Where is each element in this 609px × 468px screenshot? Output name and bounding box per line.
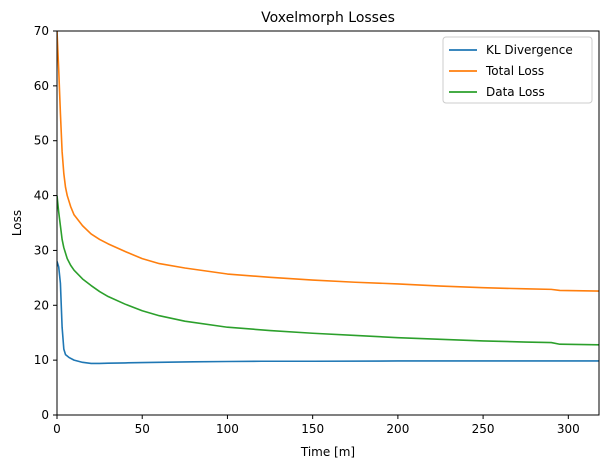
legend-label: KL Divergence — [486, 43, 573, 57]
plot-border — [56, 30, 600, 416]
legend-label: Data Loss — [486, 85, 545, 99]
series-line-data-loss — [57, 195, 599, 346]
legend: KL Divergence Total Loss Data Loss — [442, 36, 593, 104]
y-tick-label: 70 — [34, 24, 49, 38]
y-axis-ticks: 0 10 20 30 40 50 60 70 — [34, 24, 57, 422]
y-tick-label: 10 — [34, 353, 49, 367]
y-tick-label: 0 — [41, 408, 49, 422]
x-tick-label: 250 — [472, 422, 495, 436]
y-tick-label: 30 — [34, 243, 49, 257]
series-line-total-loss — [57, 31, 599, 292]
series-line-kl-divergence — [57, 261, 599, 365]
x-tick-label: 150 — [301, 422, 324, 436]
x-axis-ticks: 0 50 100 150 200 250 300 — [53, 415, 580, 436]
legend-label: Total Loss — [485, 64, 544, 78]
x-tick-label: 50 — [135, 422, 150, 436]
x-tick-label: 0 — [53, 422, 61, 436]
chart-title: Voxelmorph Losses — [261, 10, 395, 26]
y-tick-label: 60 — [34, 79, 49, 93]
y-tick-label: 40 — [34, 189, 49, 203]
x-tick-label: 300 — [557, 422, 580, 436]
x-axis-label: Time [m] — [300, 445, 355, 459]
plot-lines — [57, 31, 599, 365]
y-axis-label: Loss — [10, 210, 24, 236]
y-tick-label: 50 — [34, 134, 49, 148]
x-tick-label: 100 — [216, 422, 239, 436]
x-tick-label: 200 — [386, 422, 409, 436]
axes-frame — [56, 30, 600, 416]
y-tick-label: 20 — [34, 298, 49, 312]
legend-box — [442, 36, 593, 104]
